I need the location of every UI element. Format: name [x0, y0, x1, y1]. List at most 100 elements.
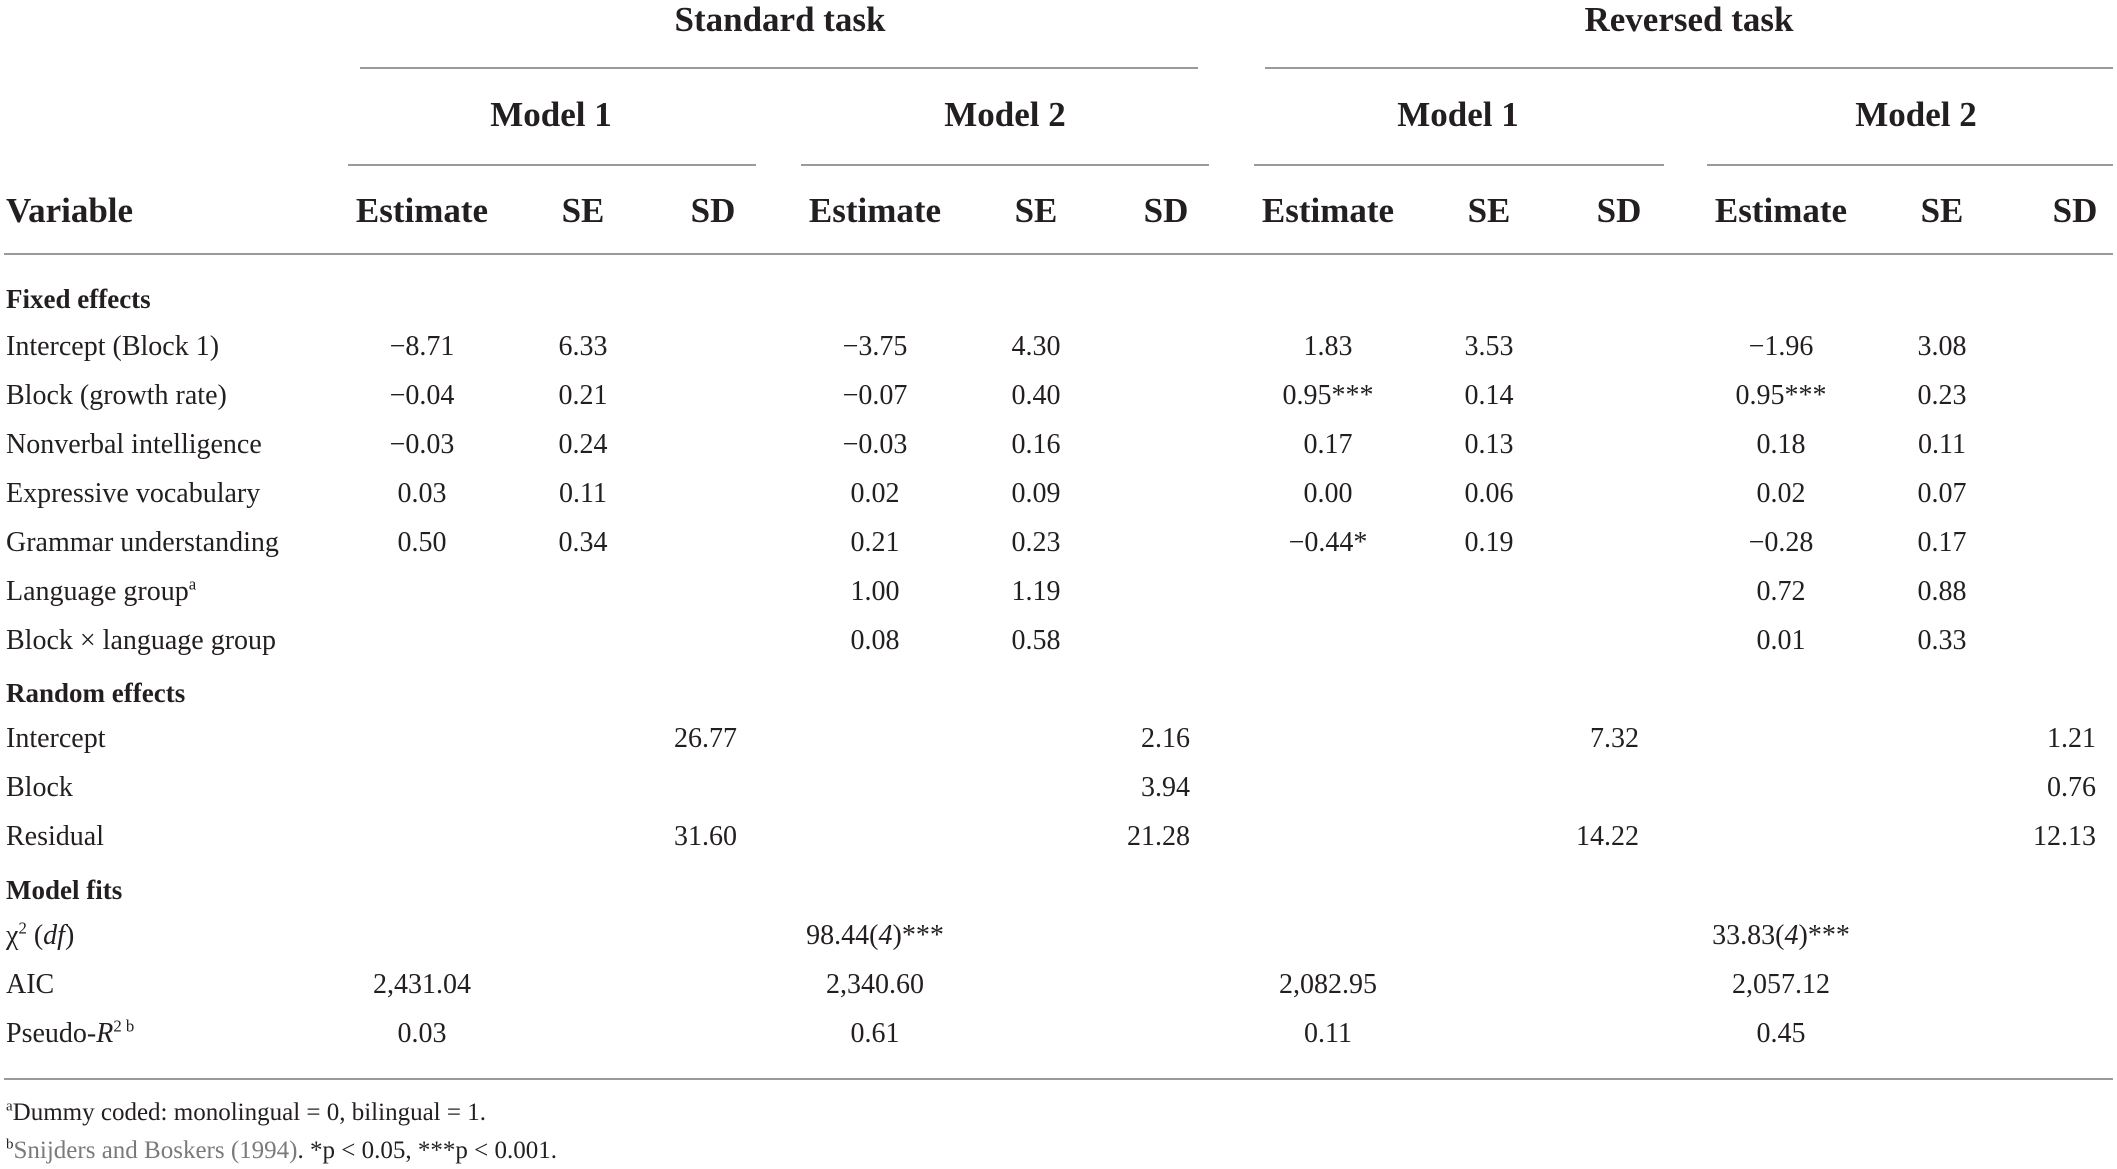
cell-se: 0.14	[1464, 380, 1514, 411]
cell-se: 0.16	[1011, 429, 1061, 460]
cell-estimate: −0.44*	[1288, 527, 1368, 558]
row-label: Nonverbal intelligence	[6, 431, 262, 459]
row-label-text: Pseudo-	[6, 1018, 97, 1049]
row-label: Block × language group	[6, 627, 276, 655]
cell-estimate: 0.72	[1756, 576, 1806, 607]
cell-estimate: −0.28	[1748, 527, 1814, 558]
row-label: Pseudo-R2 b	[6, 1018, 134, 1049]
group-header-reversed: Reversed task	[1584, 0, 1794, 39]
row-label: Intercept	[6, 725, 106, 753]
cell-estimate: 0.08	[850, 625, 900, 656]
cell-se: 0.34	[558, 527, 608, 558]
model-rule-1	[348, 164, 756, 166]
footnote-a-text: Dummy coded: monolingual = 0, bilingual …	[12, 1099, 486, 1126]
cell-estimate: 0.01	[1756, 625, 1806, 656]
cell-estimate: 2,340.60	[826, 969, 924, 1000]
col-header-estimate: Estimate	[1714, 191, 1848, 230]
row-label: Intercept (Block 1)	[6, 333, 219, 361]
cell-estimate: 0.03	[397, 1018, 447, 1049]
cell-se: 4.30	[1011, 331, 1061, 362]
row-label-df: df	[43, 920, 65, 951]
cell-se: 0.58	[1011, 625, 1061, 656]
cell-estimate: 98.44(4)***	[806, 920, 944, 951]
cell-sd: 0.76	[2047, 772, 2096, 803]
cell-se: 0.23	[1917, 380, 1967, 411]
cell-estimate: 0.02	[850, 478, 900, 509]
bottom-rule	[4, 1078, 2113, 1080]
cell-se: 1.19	[1011, 576, 1061, 607]
cell-estimate: −0.03	[389, 429, 455, 460]
row-label-text: Expressive vocabulary	[6, 478, 261, 509]
cell-se: 0.88	[1917, 576, 1967, 607]
row-label: Block	[6, 774, 73, 802]
cell-sd: 2.16	[1141, 723, 1190, 754]
cell-se: 0.13	[1464, 429, 1514, 460]
footnote-b-text: . *p < 0.05, ***p < 0.001.	[297, 1137, 557, 1164]
row-label-text: Block	[6, 772, 73, 803]
cell-estimate: 0.50	[397, 527, 447, 558]
cell-se: 0.24	[558, 429, 608, 460]
cell-se: 0.19	[1464, 527, 1514, 558]
row-label-text: Grammar understanding	[6, 527, 279, 558]
model-header-2: Model 2	[944, 95, 1066, 134]
cell-sd: 7.32	[1590, 723, 1639, 754]
cell-estimate: 1.83	[1303, 331, 1353, 362]
col-header-se: SE	[1014, 191, 1058, 230]
row-label: Residual	[6, 823, 104, 851]
cell-se: 0.07	[1917, 478, 1967, 509]
row-label-text: Intercept	[6, 723, 106, 754]
row-label-text: Intercept (Block 1)	[6, 331, 220, 362]
footnote-b-citation[interactable]: Snijders and Boskers (1994)	[13, 1137, 298, 1164]
footnote-a: aDummy coded: monolingual = 0, bilingual…	[6, 1099, 486, 1126]
col-header-estimate: Estimate	[355, 191, 489, 230]
cell-estimate: −3.75	[842, 331, 908, 362]
cell-estimate: 33.83(4)***	[1712, 920, 1850, 951]
model-header-3: Model 1	[1397, 95, 1519, 134]
model-rule-4	[1707, 164, 2113, 166]
cell-se: 3.08	[1917, 331, 1967, 362]
cell-estimate: 0.18	[1756, 429, 1806, 460]
model-header-4: Model 2	[1855, 95, 1977, 134]
cell-se: 0.40	[1011, 380, 1061, 411]
footnote-b: bSnijders and Boskers (1994). *p < 0.05,…	[6, 1137, 557, 1164]
header-rule	[4, 253, 2113, 255]
cell-se: 3.53	[1464, 331, 1514, 362]
col-header-estimate: Estimate	[1261, 191, 1395, 230]
col-header-sd: SD	[690, 191, 736, 230]
cell-estimate: 1.00	[850, 576, 900, 607]
cell-se: 0.09	[1011, 478, 1061, 509]
group-rule-standard	[360, 67, 1198, 69]
cell-estimate: 0.95***	[1282, 380, 1374, 411]
model-rule-2	[801, 164, 1209, 166]
row-label: Language groupa	[6, 574, 197, 607]
row-label-sup: a	[188, 574, 197, 594]
cell-se: 0.33	[1917, 625, 1967, 656]
row-label-text: Language group	[6, 576, 189, 607]
cell-estimate: 0.21	[850, 527, 900, 558]
cell-estimate: 0.03	[397, 478, 447, 509]
model-rule-3	[1254, 164, 1664, 166]
cell-estimate: 0.00	[1303, 478, 1353, 509]
cell-sd: 26.77	[674, 723, 737, 754]
cell-estimate: 0.45	[1756, 1018, 1806, 1049]
cell-estimate: 0.61	[850, 1018, 900, 1049]
cell-se: 0.06	[1464, 478, 1514, 509]
cell-se: 0.21	[558, 380, 608, 411]
row-label-sup: 2	[18, 918, 27, 938]
cell-sd: 31.60	[674, 821, 737, 852]
group-rule-reversed	[1265, 67, 2113, 69]
cell-se: 0.23	[1011, 527, 1061, 558]
model-header-1: Model 1	[490, 95, 612, 134]
col-header-variable: Variable	[6, 191, 134, 230]
col-header-se: SE	[561, 191, 605, 230]
row-label-text: AIC	[6, 969, 55, 1000]
cell-estimate: 2,082.95	[1279, 969, 1377, 1000]
cell-se: 6.33	[558, 331, 608, 362]
cell-estimate: −1.96	[1748, 331, 1814, 362]
section-random-effects: Random effects	[6, 678, 186, 708]
group-header-standard: Standard task	[674, 0, 886, 39]
section-model-fits: Model fits	[6, 875, 123, 905]
row-label-text: Residual	[6, 821, 104, 852]
col-header-sd: SD	[1143, 191, 1189, 230]
